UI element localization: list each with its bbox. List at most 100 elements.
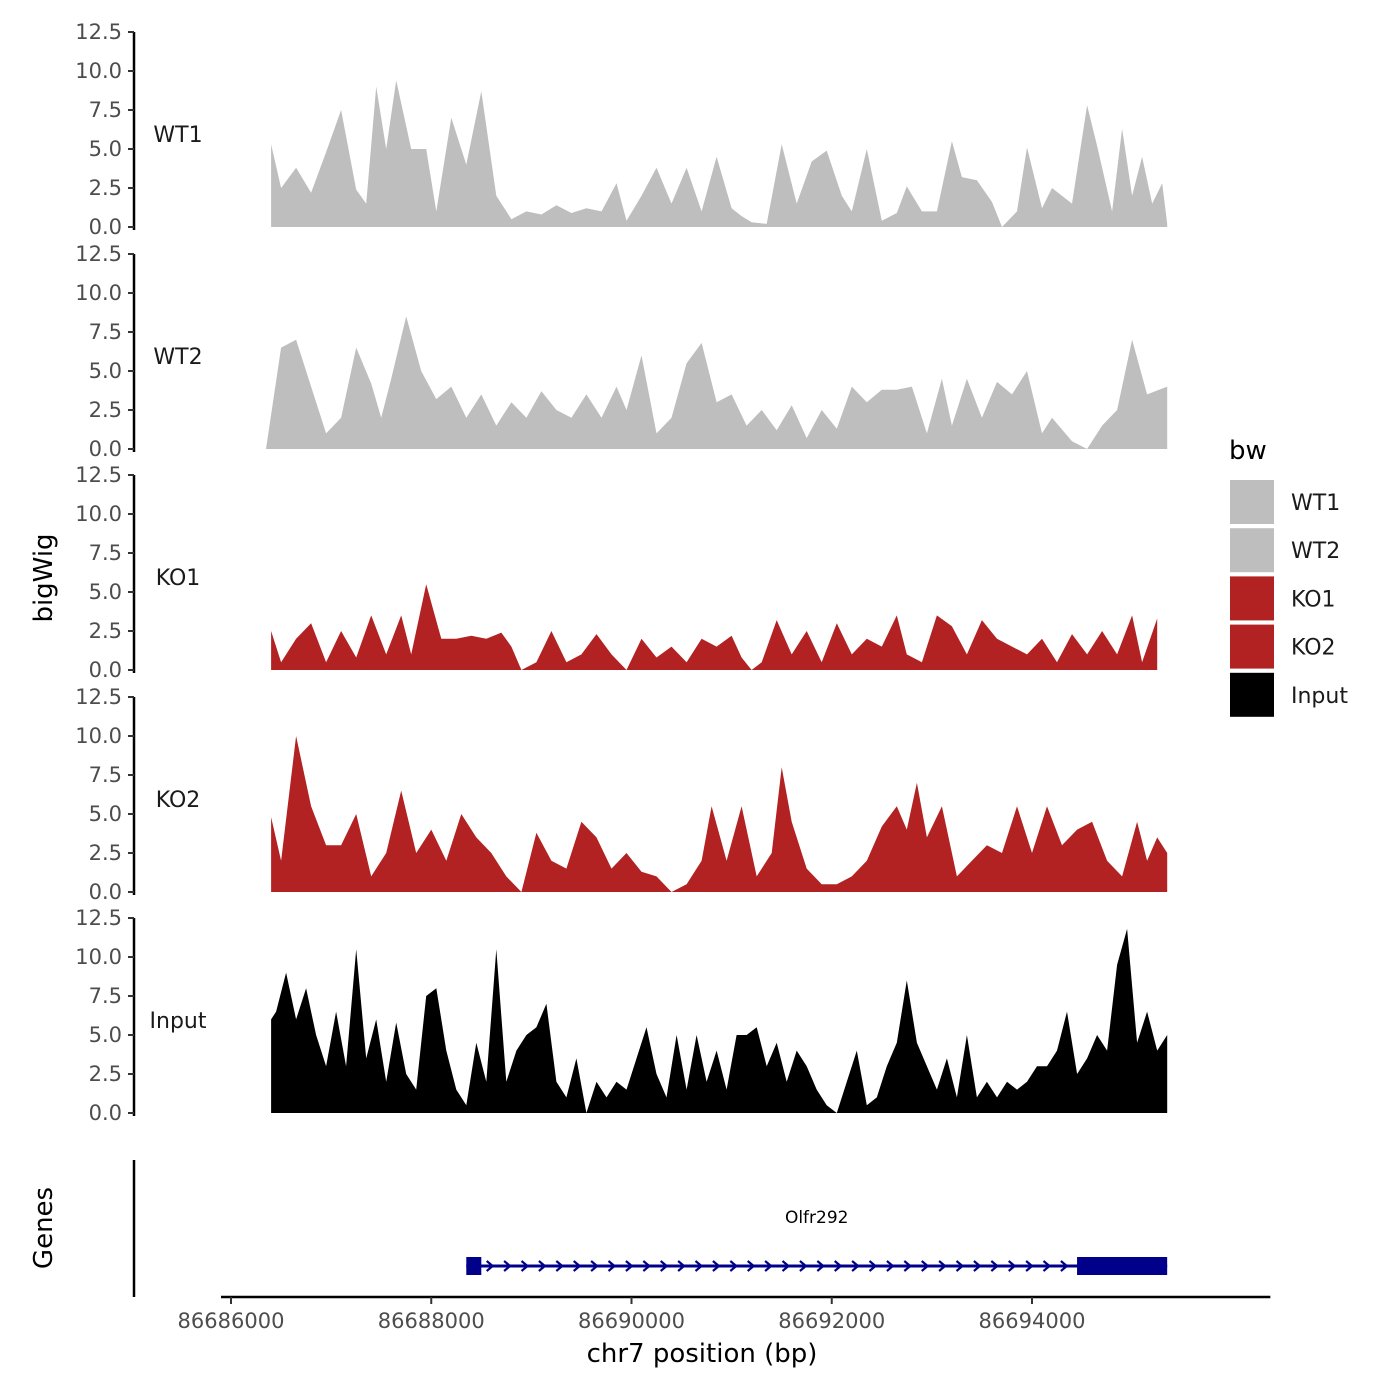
strand-arrow [607, 1260, 617, 1272]
y-tick-label: 7.5 [89, 320, 122, 344]
legend-label: WT1 [1291, 491, 1340, 516]
strand-arrow [833, 1260, 843, 1272]
legend-label: KO2 [1291, 636, 1336, 661]
x-tick-label: 86692000 [778, 1309, 885, 1333]
strand-arrow [503, 1260, 512, 1272]
track-wt1: 0.0 2.5 5.0 7.5 10.0 12.5 WT1 [75, 20, 1168, 239]
y-tick-label: 2.5 [89, 841, 122, 865]
y-tick-label: 12.5 [75, 906, 122, 930]
y-tick-label: 0.0 [89, 658, 122, 682]
gene-track-title: Genes [29, 1187, 59, 1269]
y-tick-label: 0.0 [89, 437, 122, 461]
legend-title: bw [1229, 436, 1267, 466]
y-tick-label: 5.0 [89, 580, 122, 604]
y-tick-label: 12.5 [75, 463, 122, 487]
gene-exon [466, 1257, 482, 1275]
gene-name: Olfr292 [785, 1208, 849, 1228]
y-tick-label: 10.0 [75, 502, 122, 526]
strand-arrow [781, 1260, 791, 1272]
y-tick-label: 10.0 [75, 281, 122, 305]
y-tick-label: 5.0 [89, 359, 122, 383]
track-label: WT2 [153, 345, 202, 370]
tracks-layer: 0.0 2.5 5.0 7.5 10.0 12.5 WT1 0.0 2.5 5.0 7.5 10.0 1… [75, 20, 1168, 1125]
strand-arrow [746, 1260, 756, 1272]
strand-arrow [485, 1260, 495, 1272]
strand-arrow [990, 1260, 1000, 1272]
y-tick-label: 10.0 [75, 945, 122, 969]
strand-arrow [955, 1260, 965, 1272]
y-tick-label: 10.0 [75, 59, 122, 83]
area-input [271, 928, 1168, 1113]
x-tick-label: 86688000 [378, 1309, 485, 1333]
strand-arrow [520, 1260, 530, 1272]
y-tick-label: 10.0 [75, 724, 122, 748]
y-tick-label: 2.5 [89, 619, 122, 643]
y-tick-label: 12.5 [75, 685, 122, 709]
y-tick-label: 7.5 [89, 984, 122, 1008]
strand-arrow [694, 1260, 704, 1272]
legend-swatch [1230, 624, 1274, 669]
strand-arrow [642, 1260, 652, 1272]
strand-arrow [677, 1260, 686, 1272]
y-tick-label: 5.0 [89, 137, 122, 161]
area-wt1 [271, 80, 1168, 228]
strand-arrow [1060, 1260, 1069, 1272]
y-tick-label: 0.0 [89, 1101, 122, 1125]
strand-arrow [816, 1260, 826, 1272]
x-tick-label: 86690000 [578, 1309, 685, 1333]
y-tick-label: 5.0 [89, 1023, 122, 1047]
x-tick-label: 86686000 [178, 1309, 285, 1333]
strand-arrow [590, 1260, 599, 1272]
gene-exon [1077, 1257, 1168, 1275]
area-wt2 [266, 316, 1168, 449]
y-tick-label: 12.5 [75, 242, 122, 266]
gene-track: Olfr292 [132, 1160, 1168, 1297]
x-axis-title: chr7 position (bp) [587, 1339, 818, 1369]
track-input: 0.0 2.5 5.0 7.5 10.0 12.5 Input [75, 906, 1168, 1125]
track-label: KO2 [156, 788, 201, 813]
strand-arrow [712, 1260, 721, 1272]
x-axis: 86686000 86688000 86690000 86692000 86694000 [178, 1295, 1271, 1333]
strand-arrow [886, 1260, 895, 1272]
legend-swatch [1230, 672, 1274, 717]
y-tick-label: 2.5 [89, 398, 122, 422]
strand-arrow [799, 1260, 808, 1272]
y-tick-label: 7.5 [89, 763, 122, 787]
strand-arrow [729, 1260, 739, 1272]
track-wt2: 0.0 2.5 5.0 7.5 10.0 12.5 WT2 [75, 242, 1168, 461]
strand-arrow [572, 1260, 582, 1272]
y-tick-label: 0.0 [89, 215, 122, 239]
y-tick-label: 2.5 [89, 176, 122, 200]
track-ko2: 0.0 2.5 5.0 7.5 10.0 12.5 KO2 [75, 685, 1168, 904]
strand-arrow [659, 1260, 669, 1272]
strand-arrow [625, 1260, 634, 1272]
y-tick-label: 0.0 [89, 880, 122, 904]
y-tick-label: 7.5 [89, 98, 122, 122]
strand-arrow [1025, 1260, 1034, 1272]
strand-arrow [903, 1260, 913, 1272]
legend-label: WT2 [1291, 539, 1340, 564]
strand-arrow [868, 1260, 878, 1272]
track-label: WT1 [153, 123, 202, 148]
legend-label: Input [1291, 684, 1348, 709]
legend: bw WT1 WT2 KO1 KO2 Input [1229, 436, 1348, 717]
strand-arrow [1042, 1260, 1052, 1272]
strand-arrow [764, 1260, 773, 1272]
y-tick-label: 5.0 [89, 802, 122, 826]
area-ko1 [271, 584, 1158, 670]
track-ko1: 0.0 2.5 5.0 7.5 10.0 12.5 KO1 [75, 463, 1158, 682]
x-tick-label: 86694000 [979, 1309, 1086, 1333]
legend-swatch [1230, 528, 1274, 573]
y-tick-label: 2.5 [89, 1062, 122, 1086]
legend-label: KO1 [1291, 587, 1336, 612]
track-label: KO1 [156, 566, 201, 591]
strand-arrow [538, 1260, 547, 1272]
y-axis-title: bigWig [29, 533, 59, 622]
strand-arrow [973, 1260, 982, 1272]
strand-arrow [1007, 1260, 1017, 1272]
strand-arrow [555, 1260, 565, 1272]
area-ko2 [271, 736, 1168, 892]
legend-swatch [1230, 576, 1274, 621]
legend-swatch [1230, 480, 1274, 524]
